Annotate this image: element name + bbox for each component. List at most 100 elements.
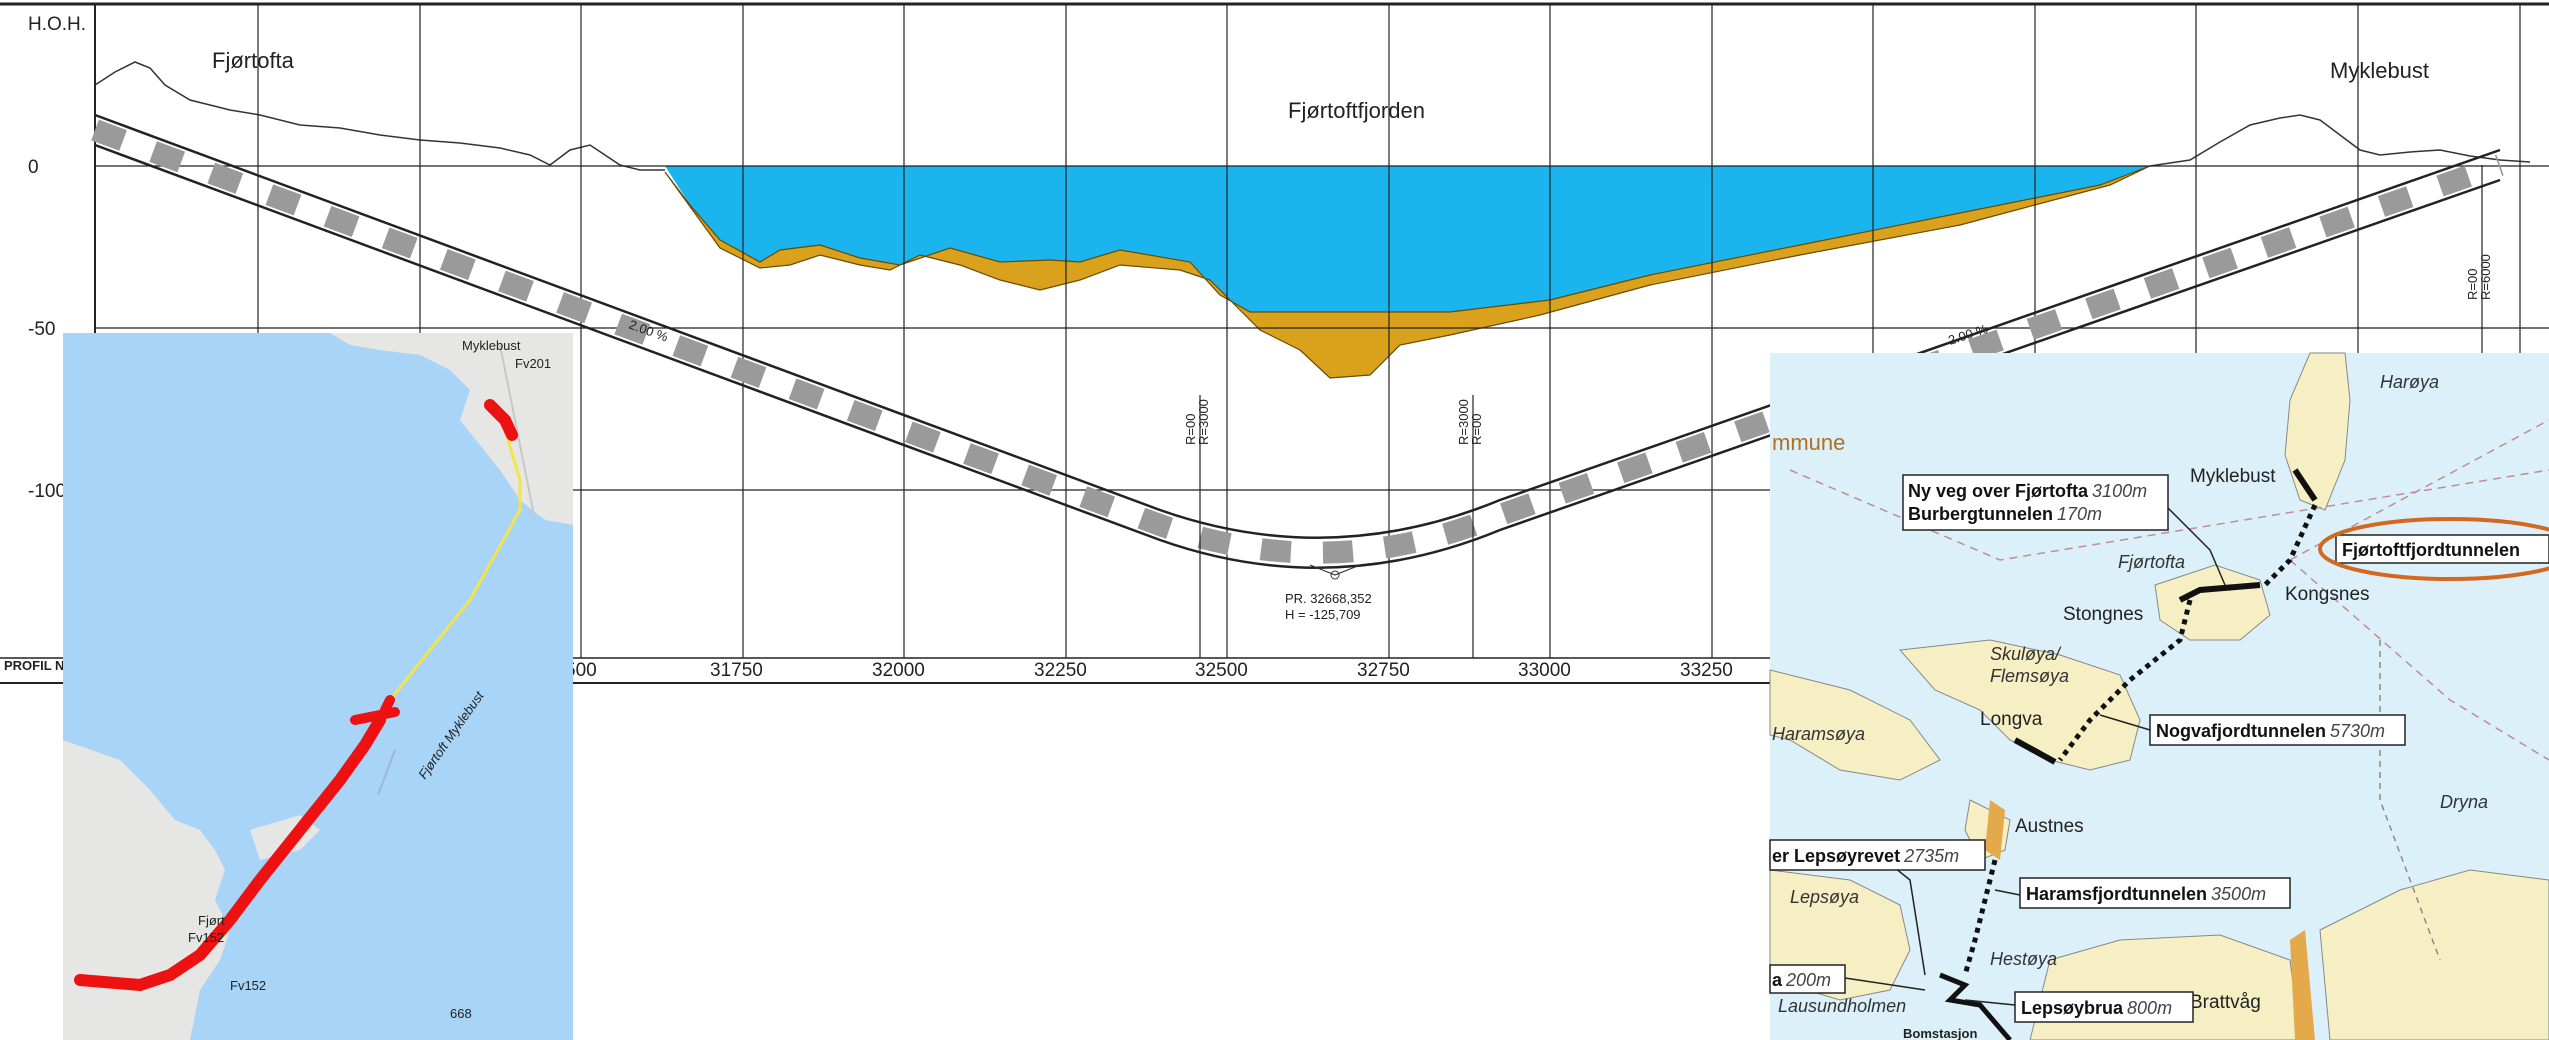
station-tick-2: 31750 (710, 660, 763, 681)
leader-200m (1844, 977, 1926, 991)
map-road-label-c: Fv152 (230, 978, 266, 993)
callout-haramsfjordtunnelen: Haramsfjordtunnelen 3500m (2019, 877, 2291, 909)
map-road-label-a: Fv201 (515, 356, 551, 371)
route-red-line (74, 714, 386, 992)
callout-lepsoybrua-length: 800m (2127, 998, 2172, 1018)
orange-strip-brattvag (2290, 930, 2315, 1040)
map-place-kongsnes: Kongsnes (2285, 584, 2370, 605)
place-myklebust: Myklebust (2330, 58, 2429, 83)
map-place-longva: Longva (1980, 709, 2043, 730)
leader-lepsoybrua (1964, 999, 2016, 1006)
map-road-b (499, 344, 536, 521)
haroya-land (2284, 352, 2351, 511)
route-longva-road (2013, 737, 2057, 765)
curve-mark-b2: R=00 (1469, 414, 1484, 445)
map-place-fjort: Fjørt (198, 913, 225, 928)
route-red-north (484, 399, 518, 441)
map-road-a (377, 749, 396, 796)
map-place-hestoya: Hestøya (1990, 949, 2057, 969)
curve-mark-c1: R=00 (2465, 269, 2480, 300)
leader-haramsfjord (1994, 889, 2021, 896)
callout-fjortofta-length: 3100m (2092, 481, 2147, 501)
depth-tick-50: -50 (28, 319, 55, 340)
map-place-myklebust: Myklebust (462, 338, 521, 353)
callout-nogva-length: 5730m (2330, 721, 2385, 741)
callout-fjortoftfjord-name: Fjørtoftfjordtunnelen (2342, 540, 2520, 560)
map-place-dryna: Dryna (2440, 792, 2488, 812)
map-place-bomstasjon: Bomstasjon (1903, 1026, 1977, 1040)
terrain-left (94, 61, 665, 171)
leader-nogvafjord (2099, 714, 2151, 731)
map-road-label-d: 668 (450, 1006, 472, 1021)
callout-lepsoybrua: Lepsøybrua 800m (2014, 991, 2194, 1023)
callout-fjortofta-name: Ny veg over Fjørtofta (1908, 481, 2089, 501)
hoh-label: H.O.H. (28, 14, 86, 35)
seabed-sediment (664, 165, 2151, 379)
station-tick-3: 32000 (872, 660, 925, 681)
station-tick-5: 32500 (1195, 660, 1248, 681)
map-place-fjortofta: Fjørtofta (2118, 552, 2185, 572)
map-place-haramsoya: Haramsøya (1772, 724, 1865, 744)
fjord-water (665, 166, 2150, 312)
map-place-stongnes: Stongnes (2063, 604, 2143, 625)
callout-nogvafjordtunnelen: Nogvafjordtunnelen 5730m (2149, 714, 2406, 746)
curve-mark-a1: R=00 (1183, 414, 1198, 445)
tunnel-invert-line (94, 143, 2501, 569)
map-place-brattvag: Brattvåg (2190, 992, 2261, 1013)
map-place-austnes: Austnes (2015, 816, 2084, 837)
callout-harams-length: 3500m (2211, 884, 2266, 904)
station-tick-6: 32750 (1357, 660, 1410, 681)
leader-fjortofta (2167, 507, 2226, 586)
callout-fjortoftfjordtunnelen: Fjørtoftfjordtunnelen (2318, 517, 2549, 581)
project-overview-map: Harøya Myklebust Fjørtofta Kongsnes Ston… (1769, 352, 2549, 1040)
map-place-flemsoya: Flemsøya (1990, 666, 2069, 686)
callout-lepsoyrevet-length: 2735m (1903, 846, 1959, 866)
highlight-ellipse (2318, 517, 2549, 581)
municipal-boundary-a (1789, 469, 2549, 561)
ferry-route (2379, 640, 2441, 961)
depth-tick-100: -100 (28, 481, 66, 502)
orange-strip-austnes (1985, 800, 2005, 860)
map-place-myklebust-r: Myklebust (2190, 466, 2276, 487)
lowpoint-h: H = -125,709 (1285, 607, 1361, 622)
callout-lepsoyrevet: er Lepsøyrevet 2735m (1769, 839, 1986, 871)
map-road-label-b: Fv152 (188, 930, 224, 945)
route-fjortoftfjord-tunnel (2263, 503, 2318, 587)
myklebust-land (330, 333, 573, 525)
southeast-land (2319, 869, 2549, 1040)
depth-tick-0: 0 (28, 157, 39, 178)
map-place-skuloya: Skuløya/ (1990, 644, 2062, 664)
map-place-lausundholmen: Lausundholmen (1778, 996, 1906, 1016)
skuloya-island (1898, 639, 2141, 771)
callout-200m: a 200m (1769, 964, 1846, 994)
curve-mark-b1: R=3000 (1456, 399, 1471, 445)
place-fjortoftfjorden: Fjørtoftfjorden (1288, 98, 1425, 123)
route-fjortofta-road (2178, 582, 2261, 603)
lowpoint-symbol (1309, 564, 1361, 576)
map-place-haroya: Harøya (2380, 372, 2439, 392)
route-lepsoy-road (1939, 972, 2012, 1040)
lowpoint-circle (1330, 570, 1340, 580)
callout-burberg-name: Burbergtunnelen (1908, 504, 2053, 524)
tunnel-alignment-line (388, 429, 522, 701)
place-fjortofta: Fjørtofta (212, 48, 295, 73)
haramsoya-island (1769, 669, 1941, 781)
callout-harams-name: Haramsfjordtunnelen (2026, 884, 2207, 904)
callout-burberg-length: 170m (2057, 504, 2102, 524)
curve-mark-a2: R=3000 (1196, 399, 1211, 445)
terrain-right (2149, 114, 2531, 167)
callout-200m-length: 200m (1785, 970, 1831, 990)
lowpoint-pr: PR. 32668,352 (1285, 591, 1372, 606)
station-tick-4: 32250 (1034, 660, 1087, 681)
callout-fjortofta-road: Ny veg over Fjørtofta 3100m Burbergtunnel… (1902, 474, 2169, 531)
callout-lepsoyrevet-name: er Lepsøyrevet (1772, 846, 1900, 866)
curve-mark-c2: R=6000 (2478, 254, 2493, 300)
map-place-lepsoya: Lepsøya (1790, 887, 1859, 907)
station-tick-7: 33000 (1518, 660, 1571, 681)
